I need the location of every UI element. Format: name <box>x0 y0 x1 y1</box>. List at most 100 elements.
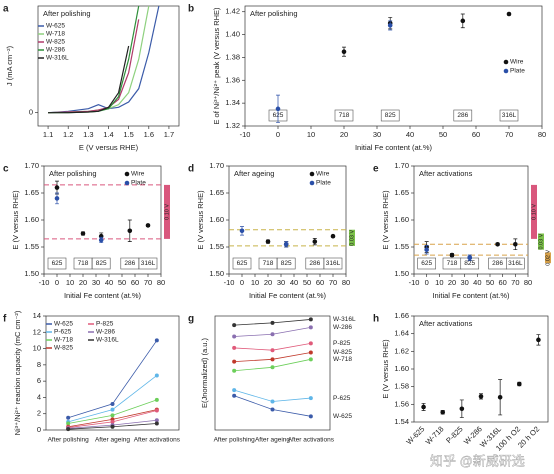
point <box>110 424 115 429</box>
x-tick-label: 60 <box>472 130 480 139</box>
band-label: 0.03 V <box>538 233 544 249</box>
y-tick-label: 1.60 <box>209 215 224 224</box>
point <box>110 407 115 412</box>
legend-label: W-718 <box>54 337 73 344</box>
x-category-label: 20 h O2 <box>516 424 541 449</box>
y-tick-label: 1.40 <box>225 30 240 39</box>
annotation: After polishing <box>250 9 298 18</box>
point <box>308 341 313 346</box>
point <box>98 237 104 243</box>
alloy-label: 316L <box>141 260 156 267</box>
legend-label: W-825 <box>46 39 65 46</box>
alloy-label: 316L <box>508 260 523 267</box>
x-category-label: After polishing <box>214 437 256 444</box>
alloy-label: 718 <box>447 260 458 267</box>
panel-letter: h <box>373 314 379 325</box>
legend-label: P-625 <box>333 395 351 402</box>
alloy-box <box>47 257 67 270</box>
x-tick-label: 40 <box>290 278 298 287</box>
point <box>270 407 275 412</box>
point <box>232 388 237 393</box>
y-tick-label: 1.70 <box>394 161 409 170</box>
series-line <box>68 340 158 419</box>
band-label: 0.10 V <box>164 204 170 220</box>
point <box>232 323 237 328</box>
alloy-box <box>334 109 354 122</box>
y-tick-label: 4 <box>37 392 41 401</box>
y-axis-label: E (V versus RHE) <box>381 190 390 250</box>
y-tick-label: 1.50 <box>24 269 39 278</box>
plot-frame <box>413 315 549 423</box>
alloy-label: 286 <box>492 260 503 267</box>
alloy-label: 825 <box>464 260 475 267</box>
x-tick-label: 1.4 <box>103 130 113 139</box>
x-tick-label: 80 <box>342 278 350 287</box>
point <box>275 106 281 112</box>
series-line <box>48 5 160 114</box>
point <box>308 357 313 362</box>
x-tick-label: 70 <box>144 278 152 287</box>
band-label: 0.02 V <box>545 250 551 266</box>
alloy-box <box>453 109 473 122</box>
alloy-label: 286 <box>309 260 320 267</box>
alloy-box <box>91 257 111 270</box>
range-band <box>531 184 537 239</box>
x-tick-label: 40 <box>105 278 113 287</box>
y-tick-label: 1.66 <box>394 311 409 320</box>
band-label: 0.10 V <box>531 204 537 220</box>
x-tick-label: 1.3 <box>83 130 93 139</box>
y-tick-label: 1.64 <box>394 329 409 338</box>
annotation: After polishing <box>49 169 97 178</box>
panel: b 1.32 1.34 1.36 1.38 1.40 1.42 -10 0 10 20 30 40 50 6… <box>188 4 546 152</box>
point <box>154 373 159 378</box>
y-tick-label: 1.58 <box>394 382 409 391</box>
alloy-label: 286 <box>124 260 135 267</box>
x-tick-label: 10 <box>435 278 443 287</box>
y-tick-label: 1.50 <box>394 269 409 278</box>
x-category-label: After polishing <box>48 437 90 444</box>
x-tick-label: 50 <box>439 130 447 139</box>
y-tick-label: 1.55 <box>24 242 39 251</box>
x-tick-label: 1.6 <box>144 130 154 139</box>
legend-label: P-625 <box>54 329 72 336</box>
legend-swatch <box>309 180 315 186</box>
panel: c 1.50 1.55 1.60 1.65 1.70 -10 0 10 20 30 40 50 60 70 8… <box>3 161 170 300</box>
y-axis-label: E(Jnormalized) (a.u.) <box>200 337 209 408</box>
alloy-box <box>499 109 519 122</box>
legend-label: W-316L <box>46 55 69 62</box>
x-tick-label: 40 <box>406 130 414 139</box>
y-tick-label: 1.62 <box>394 346 409 355</box>
legend-swatch <box>503 68 509 74</box>
legend-label: W-625 <box>333 413 352 420</box>
x-tick-label: 80 <box>538 130 546 139</box>
x-tick-label: 70 <box>329 278 337 287</box>
watermark: 知乎 @新威研选 <box>430 453 525 468</box>
series-line <box>48 19 140 114</box>
y-tick-label: 1.56 <box>394 399 409 408</box>
y-axis-label: E (V versus RHE) <box>381 339 390 399</box>
point <box>312 239 318 244</box>
x-tick-label: 1.1 <box>43 130 53 139</box>
point <box>270 357 275 362</box>
panel: d 1.50 1.55 1.60 1.65 1.70 -10 0 10 20 30 40 50 60 70 8… <box>188 161 355 300</box>
legend-label: Wire <box>316 171 330 178</box>
alloy-label: 286 <box>457 112 468 119</box>
x-tick-label: 20 <box>264 278 272 287</box>
panel: a 0 1.1 1.2 1.3 1.4 1.5 1.6 1.7 E (V versus RHE) J… <box>3 4 180 152</box>
y-tick-label: 1.55 <box>394 242 409 251</box>
legend-label: W-316L <box>96 337 119 344</box>
point <box>308 414 313 419</box>
y-tick-label: 1.55 <box>209 242 224 251</box>
point <box>154 397 159 402</box>
x-tick-label: 70 <box>505 130 513 139</box>
x-category-label: W-718 <box>424 424 446 446</box>
range-band <box>538 233 544 250</box>
x-tick-label: 10 <box>307 130 315 139</box>
point <box>270 332 275 337</box>
x-axis-label: Initial Fe content (at.%) <box>249 291 327 300</box>
x-tick-label: -10 <box>39 278 50 287</box>
alloy-box <box>417 257 436 270</box>
y-tick-label: 1.34 <box>225 98 240 107</box>
alloy-label: 316L <box>502 112 517 119</box>
